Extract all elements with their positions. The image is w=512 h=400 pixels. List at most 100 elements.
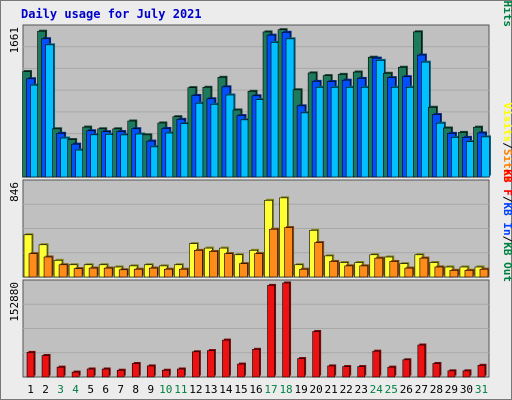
x-tick-label-1: 1 [27, 383, 34, 396]
x-tick-label-27: 27 [415, 383, 428, 396]
visits-sites-bar-sites-30 [464, 270, 474, 278]
x-tick-label-29: 29 [445, 383, 458, 396]
visits-sites-bar-sites-11 [179, 268, 188, 278]
kbytes-bar-kb-f-12 [192, 351, 200, 378]
kbytes-bar-kb-f-2 [41, 355, 50, 378]
kbytes-bar-kb-f-21 [327, 365, 335, 378]
hits-files-pages-legend-item: Hits [501, 1, 512, 28]
kbytes-bar-kb-f-23 [357, 366, 366, 378]
x-tick-label-14: 14 [219, 383, 233, 396]
visits-sites-legend-item: / [501, 142, 512, 149]
kbytes-bar-kb-f-20 [312, 331, 320, 378]
hits-files-pages-bar-pages-31 [481, 136, 490, 178]
kbytes-bar-kb-f-14 [222, 339, 230, 378]
x-tick-label-3: 3 [57, 383, 64, 396]
visits-sites-bar-sites-13 [209, 251, 218, 278]
x-tick-label-19: 19 [294, 383, 307, 396]
visits-sites-bar-sites-9 [148, 267, 158, 278]
visits-sites-bar-sites-22 [344, 265, 353, 278]
visits-sites-bar-sites-8 [133, 268, 143, 278]
x-tick-label-4: 4 [72, 383, 79, 396]
kbytes-bar-kb-f-31 [477, 365, 486, 378]
kbytes-bar-kb-f-17 [267, 285, 275, 378]
visits-sites-bar-sites-24 [374, 257, 384, 278]
kbytes-legend: KB F/KB In/KB Out [501, 169, 512, 282]
visits-sites-bar-sites-26 [404, 267, 414, 278]
kbytes-bar-kb-f-16 [252, 349, 260, 378]
kbytes-bar-kb-f-1 [26, 352, 35, 378]
x-tick-label-22: 22 [340, 383, 353, 396]
hits-files-pages-legend-item: / [501, 0, 512, 1]
x-tick-label-2: 2 [42, 383, 49, 396]
visits-sites-bar-sites-28 [434, 266, 444, 278]
visits-sites-bar-sites-17 [269, 228, 278, 278]
visits-sites-bar-sites-23 [359, 265, 369, 278]
visits-sites-bar-sites-14 [224, 253, 233, 278]
kbytes-bar-kb-f-10 [162, 369, 170, 378]
x-tick-label-30: 30 [460, 383, 473, 396]
visits-sites-bar-sites-6 [103, 267, 113, 278]
x-tick-label-26: 26 [400, 383, 413, 396]
hits-files-pages-legend: Pages/Files/Hits [501, 0, 512, 27]
kbytes-bar-kb-f-5 [86, 368, 95, 378]
x-tick-label-28: 28 [430, 383, 443, 396]
kbytes-legend-item: KB In [501, 203, 512, 236]
kbytes-legend-item: KB Out [501, 242, 512, 282]
visits-sites-bar-sites-29 [449, 270, 459, 278]
x-tick-label-16: 16 [249, 383, 262, 396]
kbytes-bar-kb-f-6 [101, 368, 110, 378]
visits-sites-legend-item: Visits [501, 103, 512, 143]
x-tick-label-7: 7 [117, 383, 124, 396]
visits-sites-ytick-label: 846 [8, 182, 21, 202]
visits-sites-bar-sites-20 [314, 242, 323, 278]
kbytes-bar-kb-f-3 [56, 366, 65, 378]
x-tick-label-6: 6 [102, 383, 109, 396]
kbytes-bar-kb-f-11 [177, 368, 185, 378]
visits-sites-bar-sites-3 [58, 264, 68, 278]
visits-sites-bar-sites-4 [73, 268, 83, 278]
visits-sites-bar-sites-31 [479, 268, 489, 278]
x-tick-label-8: 8 [132, 383, 139, 396]
visits-sites-bar-sites-21 [329, 261, 338, 278]
kbytes-bar-kb-f-29 [447, 370, 456, 378]
x-tick-label-9: 9 [147, 383, 154, 396]
kbytes-bar-kb-f-27 [417, 344, 426, 378]
x-tick-label-13: 13 [204, 383, 217, 396]
kbytes-legend-item: KB F [501, 169, 512, 196]
chart-title: Daily usage for July 2021 [21, 7, 202, 21]
kbytes-bar-kb-f-7 [116, 369, 125, 378]
hits-files-pages-bar-pages-2 [45, 44, 54, 178]
kbytes-bar-kb-f-30 [462, 370, 471, 378]
visits-sites-bar-sites-7 [118, 269, 128, 278]
kbytes-bar-kb-f-25 [387, 366, 396, 378]
x-tick-label-10: 10 [159, 383, 172, 396]
visits-sites-legend-item: Sites [501, 149, 512, 182]
x-tick-label-18: 18 [279, 383, 292, 396]
x-tick-label-31: 31 [475, 383, 488, 396]
visits-sites-bar-sites-15 [239, 263, 248, 278]
visits-sites-bar-sites-16 [254, 253, 263, 278]
kbytes-bar-kb-f-19 [297, 358, 305, 378]
visits-sites-bar-sites-2 [43, 256, 53, 278]
x-tick-label-15: 15 [234, 383, 247, 396]
visits-sites-bar-sites-18 [284, 227, 293, 278]
kbytes-bar-kb-f-9 [146, 365, 155, 378]
visits-sites-bar-sites-19 [299, 268, 308, 278]
x-tick-label-5: 5 [87, 383, 94, 396]
hits-files-pages-ytick-label: 1661 [8, 27, 21, 54]
visits-sites-bar-sites-12 [194, 250, 203, 278]
visits-sites-bar-sites-25 [389, 261, 399, 278]
x-tick-label-25: 25 [385, 383, 398, 396]
kbytes-ytick-label: 152880 [8, 282, 21, 322]
kbytes-bar-kb-f-13 [207, 350, 215, 378]
x-tick-label-21: 21 [325, 383, 338, 396]
x-tick-label-17: 17 [264, 383, 277, 396]
kbytes-bar-kb-f-15 [237, 363, 245, 378]
kbytes-bar-kb-f-26 [402, 359, 411, 378]
visits-sites-bar-sites-1 [28, 253, 38, 278]
x-tick-label-23: 23 [355, 383, 368, 396]
kbytes-bar-kb-f-22 [342, 366, 350, 378]
kbytes-legend-item: / [501, 236, 512, 243]
kbytes-bar-kb-f-8 [131, 363, 140, 378]
visits-sites-bar-sites-5 [88, 267, 98, 278]
